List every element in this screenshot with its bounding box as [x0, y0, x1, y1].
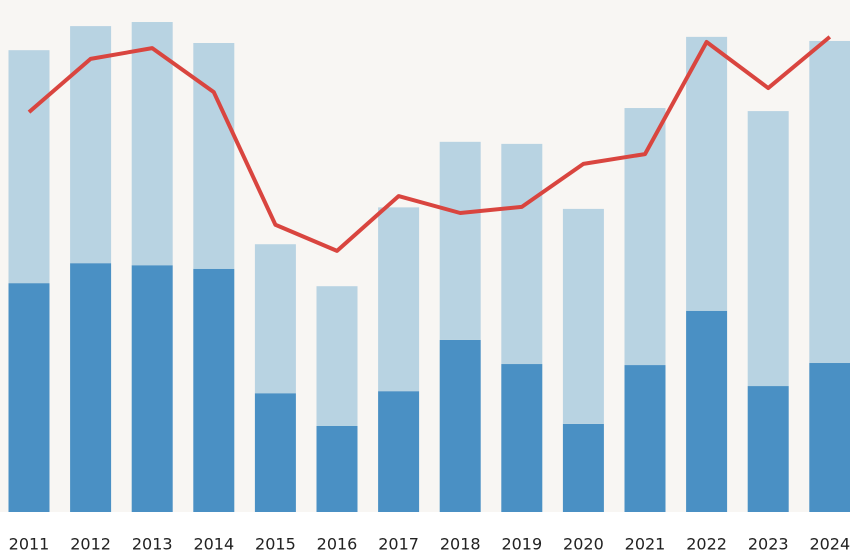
- x-tick-label: 2018: [440, 535, 481, 554]
- line: [27, 35, 832, 253]
- x-tick-label: 2016: [317, 535, 358, 554]
- bar-segment: [254, 244, 296, 394]
- bar-segment: [747, 111, 789, 387]
- bar-segment: [686, 310, 728, 512]
- x-tick-label: 2022: [686, 535, 727, 554]
- bar-segment: [70, 26, 112, 264]
- bar-segment: [131, 22, 173, 266]
- x-tick-label: 2019: [501, 535, 542, 554]
- bar-segment: [501, 364, 543, 512]
- x-tick-label: 2012: [70, 535, 111, 554]
- bar-segment: [131, 265, 173, 512]
- bar-segment: [439, 141, 481, 340]
- bar-segment: [562, 208, 604, 424]
- x-tick-label: 2013: [132, 535, 173, 554]
- x-tick-label: 2020: [563, 535, 604, 554]
- bar-segment: [8, 283, 50, 512]
- x-tick-label: 2023: [748, 535, 789, 554]
- x-tick-label: 2015: [255, 535, 296, 554]
- bar-segment: [624, 365, 666, 512]
- x-tick-label: 2021: [625, 535, 666, 554]
- bar-segment: [809, 363, 850, 512]
- bar-segment: [316, 425, 358, 512]
- bar-segment: [562, 423, 604, 512]
- bar-segment: [747, 386, 789, 512]
- x-tick-label: 2024: [809, 535, 850, 554]
- bar-segment: [501, 143, 543, 365]
- bar-segment: [316, 286, 358, 426]
- bar-segment: [254, 393, 296, 512]
- bar-segment: [686, 36, 728, 311]
- bar-segment: [439, 339, 481, 512]
- x-tick-label: 2017: [378, 535, 419, 554]
- x-tick-label: 2011: [9, 535, 50, 554]
- x-tick-label: 2014: [193, 535, 234, 554]
- bar-segment: [378, 207, 420, 392]
- bar-segment: [70, 263, 112, 512]
- bar-segment: [8, 50, 50, 284]
- bar-segment: [809, 40, 850, 364]
- bar-segment: [624, 108, 666, 366]
- bar-segment: [193, 43, 235, 269]
- bar-segment: [378, 391, 420, 512]
- bar-segment: [193, 268, 235, 512]
